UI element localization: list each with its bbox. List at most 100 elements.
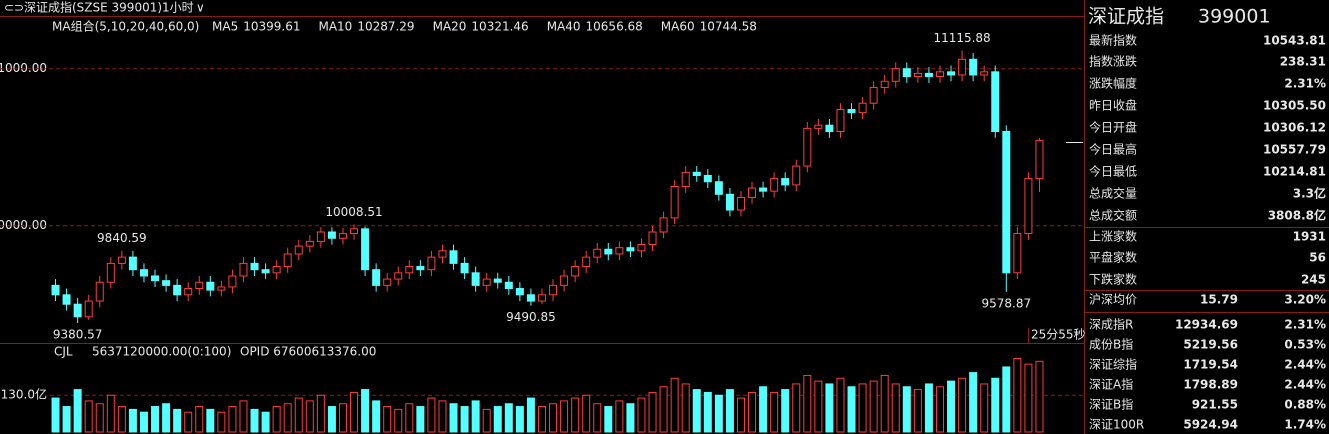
quote-label: 指数涨跌 (1089, 54, 1137, 69)
volume-bar (184, 411, 193, 433)
dropdown-arrow[interactable]: ∨ (196, 1, 205, 15)
candle-body (449, 250, 458, 264)
candle-body (405, 266, 414, 274)
toolbar-period[interactable]: 1小时 (162, 1, 194, 15)
candle-body (416, 266, 425, 271)
candle-body (770, 178, 779, 192)
index-value: 921.55 (1192, 398, 1238, 412)
volume-bar (383, 406, 392, 433)
index-label: 成份B指 (1089, 337, 1133, 352)
quote-value: 3808.8亿 (1268, 208, 1326, 223)
volume-bar (350, 391, 359, 433)
quote-label: 今日开盘 (1089, 120, 1137, 135)
candle-body (162, 280, 171, 286)
volume-bar (537, 406, 546, 433)
candle-body (692, 171, 701, 176)
candle-body (725, 193, 734, 211)
volume-bar (338, 403, 347, 433)
volume-bar (770, 391, 779, 433)
volume-bar (515, 406, 524, 433)
volume-bar (736, 397, 745, 433)
price-annotation: 9490.85 (506, 310, 556, 324)
index-value: 5219.56 (1183, 338, 1238, 352)
volume-bar (173, 408, 182, 433)
candle-body (703, 174, 712, 183)
price-annotation: 11115.88 (933, 31, 990, 45)
volume-bar (261, 411, 270, 433)
candle-body (206, 281, 215, 291)
quote-label: 涨跌幅度 (1089, 76, 1137, 91)
candle-body (195, 281, 204, 290)
quote-value: 10557.79 (1263, 143, 1326, 157)
indicator-value: 10656.68 (586, 20, 643, 34)
volume-bar (781, 389, 790, 433)
volume-bar (980, 383, 989, 433)
toolbar-title[interactable]: 深证成指(SZSE 399001) (24, 0, 162, 15)
candle-body (847, 109, 856, 114)
index-label: 深证B指 (1089, 397, 1133, 412)
candle-body (924, 72, 933, 78)
volume-bar (117, 406, 126, 433)
candle-body (361, 228, 370, 271)
volume-bar (361, 389, 370, 433)
index-value: 15.79 (1200, 293, 1238, 307)
candle-body (604, 248, 613, 255)
index-label: 深证100R (1089, 418, 1144, 432)
candle-body (217, 286, 226, 291)
candle-body (637, 244, 646, 252)
y-tick-label: 130.0亿 (1, 387, 47, 402)
candle-body (969, 58, 978, 76)
window-icon[interactable]: ⊂⊃ (4, 1, 24, 15)
quote-value: 10214.81 (1263, 165, 1326, 179)
index-label: 沪深均价 (1089, 293, 1137, 307)
index-label: 深证综指 (1089, 357, 1137, 372)
candle-body (84, 300, 93, 318)
volume-bar (725, 389, 734, 433)
volume-bar (648, 391, 657, 433)
volume-bar (836, 377, 845, 433)
candle-body (95, 281, 104, 302)
candle-body (327, 231, 336, 239)
volume-bar (239, 400, 248, 433)
candle-body (571, 266, 580, 277)
candle-body (615, 247, 624, 255)
volume-bar (482, 408, 491, 433)
candle-body (626, 247, 635, 252)
price-annotation: 9578.87 (981, 296, 1031, 310)
quote-value: 10305.50 (1263, 99, 1326, 113)
candle-body (648, 231, 657, 246)
volume-bar (394, 408, 403, 433)
index-label: 深证A指 (1089, 377, 1133, 392)
volume-bar (493, 406, 502, 433)
volume-bar (924, 383, 933, 433)
candle-body (117, 256, 126, 264)
volume-bar (139, 411, 148, 433)
volume-bar (825, 383, 834, 433)
candle-body (173, 284, 182, 296)
volume-bar (206, 408, 215, 433)
candle-body (62, 294, 71, 305)
indicator-name: MA20 (433, 20, 467, 34)
volume-bar (692, 389, 701, 433)
candle-body (814, 124, 823, 129)
indicator-label[interactable]: MA组合(5,10,20,40,60,0) (52, 19, 199, 34)
candle-body (781, 178, 790, 186)
volume-bar (880, 374, 889, 433)
candle-body (670, 185, 679, 219)
candle-body (991, 71, 1000, 133)
index-pct: 2.31% (1284, 318, 1326, 332)
candle-body (593, 248, 602, 258)
candle-body (128, 256, 137, 271)
volume-bar (84, 400, 93, 433)
candle-body (958, 58, 967, 76)
index-pct: 0.88% (1284, 398, 1326, 412)
candle-body (272, 266, 281, 274)
index-value: 1798.89 (1183, 378, 1238, 392)
indicator-value: 10399.61 (243, 20, 300, 34)
volume-bar (748, 391, 757, 433)
volume-bar (283, 403, 292, 433)
volume-bar (62, 406, 71, 433)
volume-bar (549, 403, 558, 433)
volume-bar (51, 397, 60, 433)
